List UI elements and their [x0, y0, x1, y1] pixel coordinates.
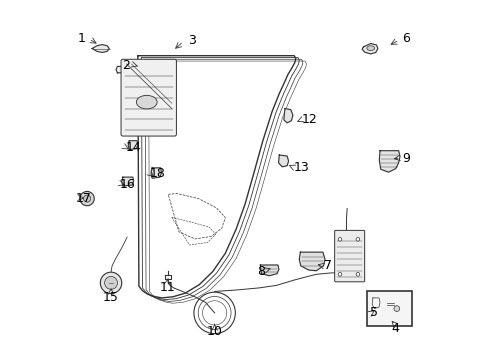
Text: 17: 17	[75, 192, 91, 205]
Circle shape	[80, 192, 94, 206]
Polygon shape	[299, 252, 325, 271]
Text: 16: 16	[120, 178, 136, 191]
Text: 18: 18	[149, 167, 165, 180]
Circle shape	[83, 195, 91, 202]
Text: 3: 3	[188, 34, 196, 47]
Text: 15: 15	[103, 291, 119, 304]
Circle shape	[338, 273, 342, 276]
FancyBboxPatch shape	[121, 59, 176, 136]
Text: 5: 5	[370, 306, 378, 319]
FancyBboxPatch shape	[367, 291, 412, 326]
Text: 7: 7	[323, 259, 332, 272]
Text: 13: 13	[293, 161, 309, 174]
Circle shape	[394, 306, 400, 311]
Text: 1: 1	[78, 32, 86, 45]
Circle shape	[100, 272, 122, 294]
Text: 4: 4	[391, 322, 399, 335]
Polygon shape	[260, 265, 279, 276]
Text: 8: 8	[257, 265, 265, 278]
Polygon shape	[284, 109, 293, 123]
Circle shape	[356, 238, 360, 241]
Polygon shape	[379, 151, 400, 172]
Text: 2: 2	[122, 59, 130, 72]
Polygon shape	[128, 141, 138, 150]
Polygon shape	[92, 45, 109, 53]
Circle shape	[338, 238, 342, 241]
Circle shape	[104, 276, 118, 289]
Ellipse shape	[136, 95, 157, 109]
Text: 12: 12	[302, 113, 318, 126]
Ellipse shape	[367, 46, 375, 50]
Text: 10: 10	[207, 325, 222, 338]
Text: 14: 14	[125, 141, 141, 154]
Polygon shape	[122, 177, 134, 186]
Polygon shape	[362, 44, 378, 54]
Circle shape	[356, 273, 360, 276]
Text: 11: 11	[159, 282, 175, 294]
Text: 6: 6	[402, 32, 410, 45]
FancyBboxPatch shape	[335, 230, 365, 282]
Polygon shape	[279, 155, 289, 167]
Polygon shape	[116, 66, 146, 73]
Polygon shape	[151, 168, 161, 178]
Text: 9: 9	[402, 152, 410, 165]
